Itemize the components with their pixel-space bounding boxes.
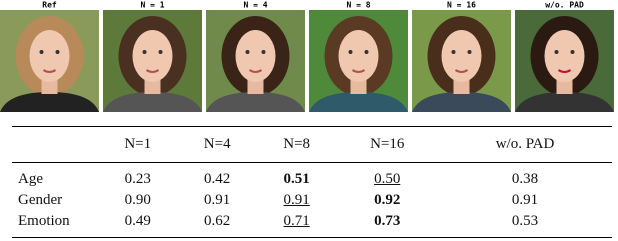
portrait xyxy=(515,10,614,112)
eye xyxy=(452,50,456,54)
cell: 0.90 xyxy=(98,190,177,211)
cell: 0.53 xyxy=(438,211,612,238)
face xyxy=(133,30,173,82)
image-label: N = 4 xyxy=(243,1,267,10)
eye xyxy=(555,50,559,54)
eye xyxy=(246,50,250,54)
cell: 0.73 xyxy=(336,211,438,238)
image-label: N = 1 xyxy=(140,1,164,10)
row-label: Gender xyxy=(12,190,98,211)
image-label: N = 8 xyxy=(346,1,370,10)
portrait xyxy=(0,10,99,112)
figure: RefN = 1N = 4N = 8N = 16w/o. PAD N=1N=4N… xyxy=(0,0,618,241)
face xyxy=(236,30,276,82)
cell: 0.23 xyxy=(98,163,177,191)
column-header: N=1 xyxy=(98,127,177,163)
cell: 0.91 xyxy=(438,190,612,211)
eye xyxy=(365,50,369,54)
eye xyxy=(40,50,44,54)
cell: 0.51 xyxy=(257,163,336,191)
column-header: N=4 xyxy=(177,127,256,163)
portrait xyxy=(206,10,305,112)
cell: 0.71 xyxy=(257,211,336,238)
cell: 0.38 xyxy=(438,163,612,191)
corner xyxy=(12,127,98,163)
eye xyxy=(143,50,147,54)
portrait xyxy=(309,10,408,112)
column-header: N=16 xyxy=(336,127,438,163)
face xyxy=(30,30,70,82)
eye xyxy=(159,50,163,54)
portrait xyxy=(412,10,511,112)
row-label: Age xyxy=(12,163,98,191)
image-label: w/o. PAD xyxy=(545,1,584,10)
portrait xyxy=(103,10,202,112)
image-label: Ref xyxy=(42,1,57,10)
cell: 0.42 xyxy=(177,163,256,191)
eye xyxy=(56,50,60,54)
eye xyxy=(349,50,353,54)
column-header: N=8 xyxy=(257,127,336,163)
face xyxy=(442,30,482,82)
cell: 0.91 xyxy=(177,190,256,211)
cell: 0.49 xyxy=(98,211,177,238)
cell: 0.50 xyxy=(336,163,438,191)
eye xyxy=(571,50,575,54)
cell: 0.62 xyxy=(177,211,256,238)
image-strip: Ref N = 1 N = 4 N = 8 N = 16 w/o. PAD xyxy=(0,0,618,114)
cell: 0.91 xyxy=(257,190,336,211)
column-header: w/o. PAD xyxy=(438,127,612,163)
face xyxy=(545,30,585,82)
eye xyxy=(262,50,266,54)
eye xyxy=(468,50,472,54)
face xyxy=(339,30,379,82)
image-label: N = 16 xyxy=(447,1,476,10)
row-label: Emotion xyxy=(12,211,98,238)
cell: 0.92 xyxy=(336,190,438,211)
